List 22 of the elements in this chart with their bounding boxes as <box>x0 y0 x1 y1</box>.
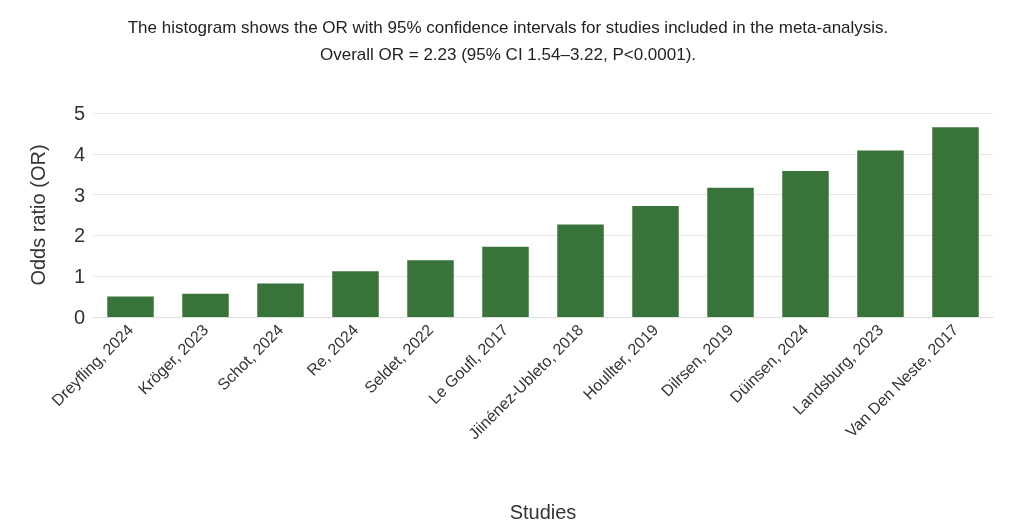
bar <box>557 224 604 317</box>
bar <box>632 206 679 317</box>
y-tick-label: 1 <box>73 265 85 288</box>
bar <box>107 296 154 317</box>
chart-title: The histogram shows the OR with 95% confidence intervals for studies included in the meta-analysis. <box>127 18 889 37</box>
bar <box>707 187 754 317</box>
bar <box>257 283 304 317</box>
chart-subtitle: Overall OR = 2.23 (95% CI 1.54–3.22, P<0.0001). <box>319 45 697 64</box>
bar <box>857 150 904 317</box>
y-tick-label: 4 <box>73 142 85 165</box>
bar <box>482 246 529 317</box>
x-axis-title: Studies <box>509 501 577 523</box>
bar <box>407 260 454 317</box>
y-tick-label: 3 <box>73 183 85 206</box>
y-tick-label: 2 <box>73 224 85 247</box>
bar <box>932 127 979 317</box>
y-tick-label: 5 <box>73 102 85 124</box>
bar <box>782 170 829 317</box>
bar <box>332 271 379 317</box>
y-axis-title: Odds ratio (OR) <box>27 144 49 286</box>
y-tick-label: 0 <box>73 306 85 328</box>
bar <box>182 293 229 317</box>
